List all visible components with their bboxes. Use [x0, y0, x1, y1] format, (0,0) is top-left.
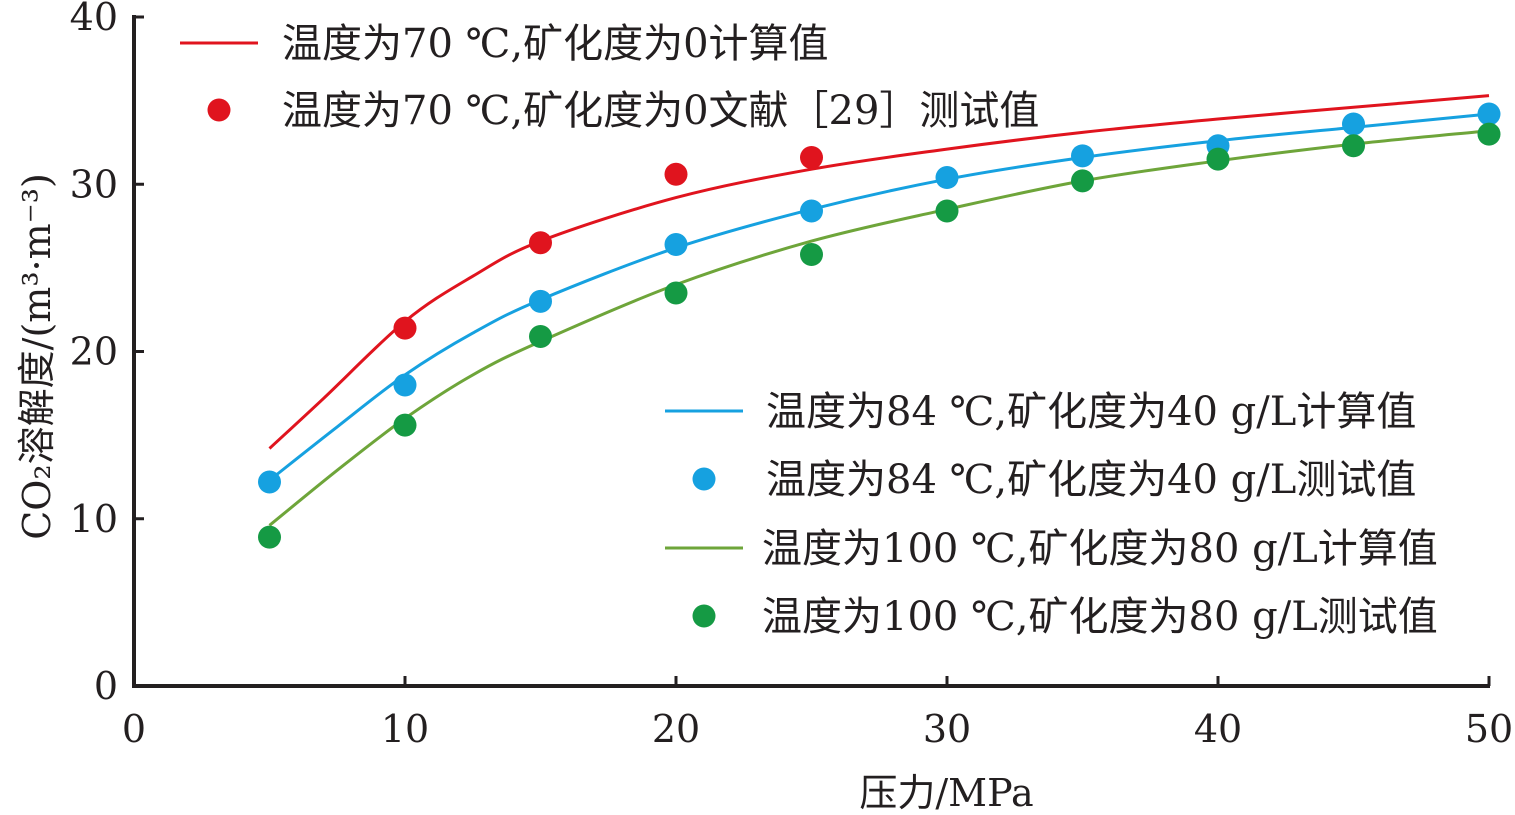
data-point — [800, 199, 823, 223]
ticks: 0 10 20 30 40 50 0 10 20 30 40 — [70, 0, 1514, 751]
y-tick-label: 0 — [94, 664, 118, 708]
legend-swatch-marker — [692, 604, 716, 628]
x-tick-label: 50 — [1465, 707, 1513, 751]
data-point — [1206, 147, 1230, 171]
series-4 — [258, 102, 1501, 494]
series-layer — [258, 94, 1501, 549]
data-point — [935, 166, 959, 190]
legend-entry: 温度为70 ℃,矿化度为0计算值 — [180, 21, 829, 67]
legend-label: 温度为100 ℃,矿化度为80 g/L测试值 — [762, 594, 1438, 640]
legend-label: 温度为84 ℃,矿化度为40 g/L测试值 — [766, 457, 1416, 503]
data-point — [529, 324, 552, 348]
data-point — [1342, 134, 1365, 158]
legend-entry: 温度为84 ℃,矿化度为40 g/L测试值 — [692, 457, 1416, 503]
data-point — [1477, 102, 1501, 126]
y-tick-label: 30 — [70, 162, 118, 206]
data-point — [393, 373, 417, 397]
legend-entry: 温度为100 ℃,矿化度为80 g/L计算值 — [665, 526, 1438, 572]
legend-swatch-marker — [207, 98, 231, 122]
x-axis-title: 压力/MPa — [859, 771, 1033, 815]
data-point — [664, 232, 688, 256]
data-point — [1342, 112, 1365, 136]
data-point — [664, 281, 688, 305]
series-2 — [393, 145, 823, 340]
x-tick-label: 10 — [381, 707, 429, 751]
x-tick-label: 40 — [1194, 707, 1242, 751]
data-point — [1477, 122, 1501, 146]
data-point — [800, 145, 823, 169]
x-tick-label: 20 — [652, 707, 700, 751]
data-point — [529, 231, 552, 255]
x-tick-label: 0 — [122, 707, 146, 751]
legend-label: 温度为70 ℃,矿化度为0计算值 — [282, 21, 829, 67]
series-6 — [258, 122, 1501, 549]
data-point — [258, 470, 281, 494]
x-tick-label: 30 — [923, 707, 971, 751]
data-point — [258, 525, 281, 549]
y-axis-title: CO₂溶解度/(m³·m⁻³) — [15, 173, 59, 540]
data-point — [393, 413, 417, 437]
data-point — [1071, 144, 1094, 168]
legend-label: 温度为100 ℃,矿化度为80 g/L计算值 — [762, 526, 1438, 572]
legend-entry: 温度为100 ℃,矿化度为80 g/L测试值 — [692, 594, 1438, 640]
y-tick-label: 10 — [70, 497, 118, 541]
data-point — [664, 162, 688, 186]
y-tick-label: 20 — [70, 330, 118, 374]
legend-entry: 温度为84 ℃,矿化度为40 g/L计算值 — [665, 389, 1416, 435]
legend-label: 温度为70 ℃,矿化度为0文献［29］测试值 — [282, 88, 1039, 134]
legend-swatch-marker — [692, 467, 716, 491]
y-tick-label: 40 — [70, 0, 118, 39]
data-point — [1071, 169, 1094, 193]
data-point — [935, 199, 959, 223]
legend-label: 温度为84 ℃,矿化度为40 g/L计算值 — [766, 389, 1416, 435]
data-point — [529, 289, 552, 313]
data-point — [393, 316, 417, 340]
legend-entry: 温度为70 ℃,矿化度为0文献［29］测试值 — [207, 88, 1039, 134]
data-point — [800, 242, 823, 266]
